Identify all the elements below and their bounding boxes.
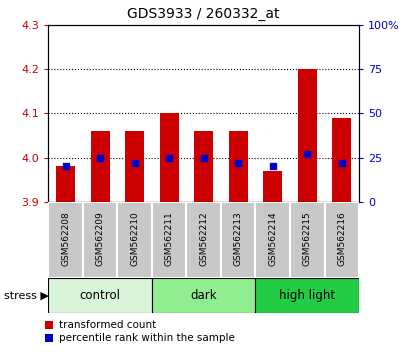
Bar bbox=[117, 202, 152, 278]
Bar bbox=[48, 202, 83, 278]
Bar bbox=[263, 171, 282, 202]
Bar bbox=[325, 202, 359, 278]
Bar bbox=[255, 202, 290, 278]
Bar bbox=[290, 202, 325, 278]
Bar bbox=[229, 131, 248, 202]
Legend: transformed count, percentile rank within the sample: transformed count, percentile rank withi… bbox=[45, 320, 234, 343]
Title: GDS3933 / 260332_at: GDS3933 / 260332_at bbox=[127, 7, 280, 21]
Bar bbox=[152, 278, 255, 313]
Bar bbox=[186, 202, 221, 278]
Bar bbox=[48, 278, 152, 313]
Text: stress ▶: stress ▶ bbox=[4, 291, 49, 301]
Text: GSM562210: GSM562210 bbox=[130, 211, 139, 266]
Bar bbox=[56, 166, 75, 202]
Text: high light: high light bbox=[279, 289, 335, 302]
Bar bbox=[91, 131, 110, 202]
Text: GSM562208: GSM562208 bbox=[61, 211, 70, 266]
Bar bbox=[152, 202, 186, 278]
Bar bbox=[221, 202, 255, 278]
Text: control: control bbox=[80, 289, 121, 302]
Bar bbox=[125, 131, 144, 202]
Text: GSM562216: GSM562216 bbox=[337, 211, 346, 266]
Bar bbox=[83, 202, 117, 278]
Text: dark: dark bbox=[190, 289, 217, 302]
Bar bbox=[160, 113, 178, 202]
Text: GSM562212: GSM562212 bbox=[199, 211, 208, 266]
Bar bbox=[332, 118, 351, 202]
Text: GSM562211: GSM562211 bbox=[165, 211, 173, 266]
Bar bbox=[298, 69, 317, 202]
Text: GSM562209: GSM562209 bbox=[96, 211, 105, 266]
Bar bbox=[255, 278, 359, 313]
Text: GSM562213: GSM562213 bbox=[234, 211, 243, 266]
Text: GSM562214: GSM562214 bbox=[268, 211, 277, 266]
Text: GSM562215: GSM562215 bbox=[303, 211, 312, 266]
Bar bbox=[194, 131, 213, 202]
